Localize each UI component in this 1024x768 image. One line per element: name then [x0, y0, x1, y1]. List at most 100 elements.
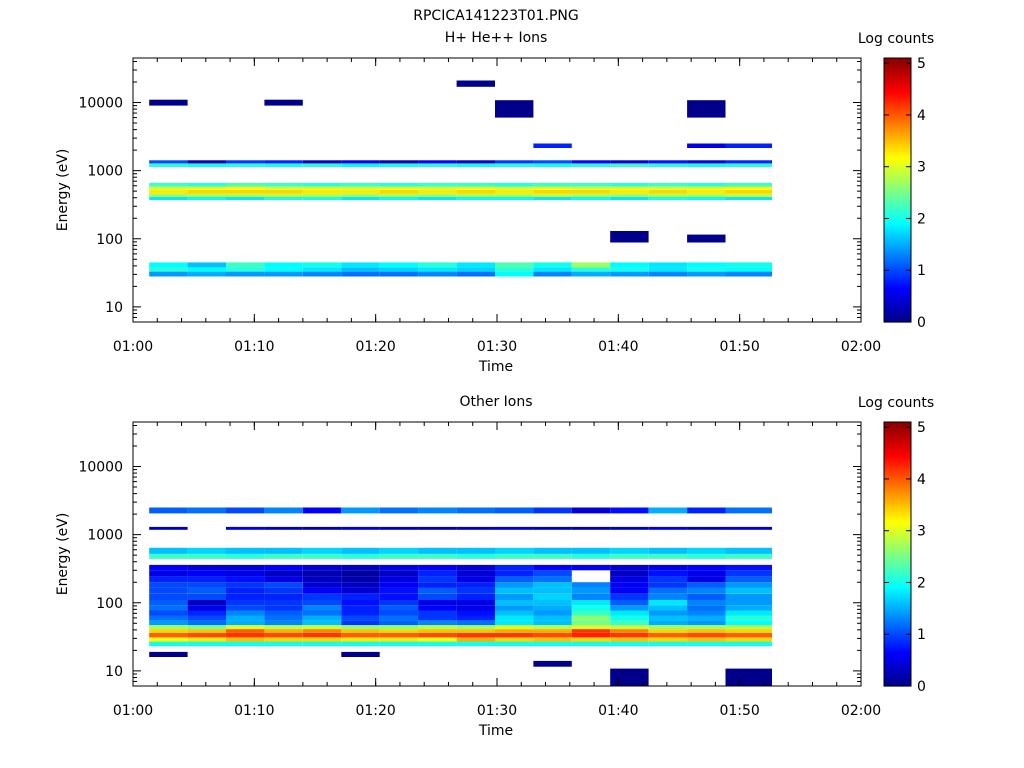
y-axis-label: Energy (eV) — [55, 513, 71, 596]
heatmap-cell — [379, 262, 419, 268]
colorbar-segment — [884, 422, 911, 425]
colorbar-segment — [884, 64, 911, 67]
heatmap-cell — [725, 547, 772, 554]
heatmap-cell — [687, 507, 726, 514]
heatmap-cell — [264, 262, 303, 268]
heatmap-cell — [495, 587, 534, 594]
heatmap-cell — [341, 271, 380, 277]
heatmap-cell — [187, 629, 226, 633]
heatmap-cell — [302, 625, 342, 630]
heatmap-cell — [687, 637, 726, 642]
heatmap-cell — [379, 186, 419, 190]
heatmap-cell — [533, 599, 572, 606]
heatmap-cell — [379, 163, 419, 167]
colorbar-segment — [884, 673, 911, 677]
heatmap-cell — [187, 547, 226, 554]
heatmap-cell — [687, 582, 726, 588]
colorbar-segment — [884, 181, 911, 185]
colorbar-segment — [884, 535, 911, 539]
panel-other-ions: Other Ions Energy (eV) Time Log counts 0… — [55, 394, 934, 739]
x-tick-label: 01:50 — [719, 339, 759, 355]
heatmap-cell — [533, 625, 572, 630]
x-tick-label: 01:10 — [234, 703, 274, 719]
heatmap-cell — [687, 262, 726, 268]
heatmap-cell — [725, 633, 772, 638]
colorbar-segment — [884, 545, 911, 549]
heatmap-cell — [648, 615, 688, 621]
colorbar-segment — [884, 143, 911, 146]
heatmap-cell — [302, 190, 342, 194]
heatmap-cell — [456, 576, 495, 583]
colorbar-segment — [884, 147, 911, 150]
colorbar-segment — [884, 267, 911, 270]
heatmap-cell — [610, 507, 649, 514]
colorbar-segment — [884, 190, 911, 193]
heatmap-cell — [648, 271, 688, 277]
heatmap-cell — [226, 507, 265, 514]
heatmap-cell — [379, 160, 419, 164]
colorbar-segment — [884, 468, 911, 472]
heatmap-cell — [302, 564, 342, 571]
heatmap-cell — [341, 651, 380, 657]
colorbar-segment — [884, 671, 911, 675]
colorbar-segment — [884, 92, 911, 96]
colorbar-segment — [884, 94, 911, 98]
heatmap-cell — [648, 625, 688, 630]
heatmap-cell — [418, 582, 457, 588]
colorbar-segment — [884, 474, 911, 478]
colorbar-segment — [884, 319, 911, 323]
heatmap-cell — [495, 633, 534, 638]
colorbar-segment — [884, 177, 911, 181]
colorbar-segment — [884, 62, 911, 65]
colorbar-segment — [884, 556, 911, 559]
colorbar-segment — [884, 289, 911, 293]
heatmap-cell — [341, 582, 380, 588]
heatmap-cell — [302, 570, 342, 577]
colorbar-tick-label: 4 — [917, 108, 926, 124]
heatmap-cell — [226, 160, 265, 164]
heatmap-cell — [610, 564, 649, 571]
heatmap-cell — [418, 605, 457, 611]
colorbar-segment — [884, 317, 911, 321]
colorbar-segment — [884, 228, 911, 232]
heatmap-cell — [302, 547, 342, 554]
colorbar-segment — [884, 541, 911, 545]
colorbar-segment — [884, 515, 911, 519]
colorbar-segment — [884, 208, 911, 211]
heatmap-cell — [226, 633, 265, 638]
heatmap-cell — [341, 507, 380, 514]
heatmap-cell — [379, 190, 419, 194]
heatmap-cell — [456, 587, 495, 594]
colorbar-segment — [884, 214, 911, 217]
heatmap-cell — [687, 267, 726, 272]
heatmap-cell — [687, 629, 726, 633]
heatmap-cell — [264, 576, 303, 583]
colorbar-segment — [884, 122, 911, 126]
heatmap-cell — [687, 526, 726, 530]
heatmap-cell — [495, 625, 534, 630]
heatmap-cells — [149, 507, 772, 686]
heatmap-cell — [533, 615, 572, 621]
heatmap-cell — [341, 564, 380, 571]
heatmap-cell — [648, 186, 688, 190]
heatmap-cell — [149, 564, 188, 571]
heatmap-cell — [495, 593, 534, 600]
heatmap-cell — [456, 197, 495, 200]
colorbar-segment — [884, 80, 911, 83]
colorbar-segment — [884, 185, 911, 189]
colorbar-segment — [884, 293, 911, 297]
heatmap-cell — [725, 593, 772, 600]
heatmap-cell — [456, 182, 495, 187]
colorbar-segment — [884, 167, 911, 171]
heatmap-cell — [648, 564, 688, 571]
heatmap-cell — [187, 610, 226, 616]
heatmap-cell — [264, 587, 303, 594]
colorbar-segment — [884, 623, 911, 626]
heatmap-cell — [725, 570, 772, 577]
heatmap-cell — [725, 526, 772, 530]
colorbar-segment — [884, 114, 911, 118]
colorbar-segment — [884, 426, 911, 429]
heatmap-cell — [687, 570, 726, 577]
colorbar-segment — [884, 440, 911, 443]
